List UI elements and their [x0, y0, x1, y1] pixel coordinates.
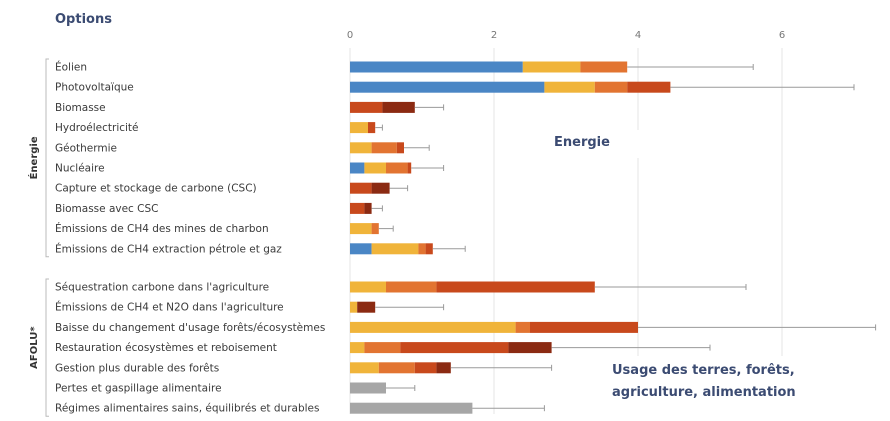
bar-segment	[386, 162, 408, 174]
group-bracket	[45, 58, 49, 258]
bar-segment	[350, 202, 365, 214]
error-bars	[371, 64, 877, 412]
category-label: Nucléaire	[55, 163, 105, 175]
bar-segment	[350, 321, 516, 333]
x-tick-label: 6	[779, 30, 785, 41]
bar-segment	[368, 122, 376, 134]
bar-segment	[382, 101, 415, 113]
bar-segment	[371, 243, 419, 255]
category-label: Émissions de CH4 extraction pétrole et g…	[55, 242, 282, 255]
group-label: AFOLU*	[29, 326, 40, 369]
bar-segment	[580, 61, 628, 73]
bar-segment	[350, 301, 358, 313]
bar-segment	[350, 182, 372, 194]
category-label: Pertes et gaspillage alimentaire	[55, 383, 222, 395]
category-label: Émissions de CH4 des mines de charbon	[55, 222, 269, 235]
bar-segment	[357, 301, 376, 313]
x-tick-label: 4	[635, 30, 641, 41]
bar-segment	[400, 342, 509, 354]
category-label: Éolien	[55, 61, 87, 74]
bar-segment	[627, 81, 671, 93]
bar-segment	[364, 162, 386, 174]
bar-segment	[350, 281, 386, 293]
bar-segment	[364, 342, 401, 354]
bars	[350, 61, 671, 414]
energy-group-box: Energie	[540, 130, 650, 158]
bar-segment	[350, 81, 545, 93]
bar-segment	[386, 281, 437, 293]
x-tick-label: 0	[347, 30, 353, 41]
bar-segment	[418, 243, 426, 255]
bar-segment	[350, 142, 372, 154]
category-label: Baisse du changement d'usage forêts/écos…	[55, 322, 325, 334]
category-label: Géothermie	[55, 142, 117, 154]
bar-segment	[544, 81, 595, 93]
bar-segment	[515, 321, 530, 333]
afolu-group-box: Usage des terres, forêts, agriculture, a…	[600, 356, 852, 416]
bar-segment	[425, 243, 433, 255]
group-labels: Énergie AFOLU*	[27, 136, 40, 369]
bar-segment	[594, 81, 628, 93]
bar-segment	[364, 202, 372, 214]
bar-segment	[350, 223, 372, 235]
bar-segment	[436, 362, 451, 374]
bar-segment	[350, 362, 379, 374]
bar-segment	[371, 142, 397, 154]
bar-segment	[350, 402, 473, 414]
x-axis-ticks: 0 2 4 6	[347, 30, 785, 41]
category-label: Séquestration carbone dans l'agriculture	[55, 282, 269, 294]
bar-segment	[371, 182, 390, 194]
group-bracket	[45, 278, 49, 417]
bar-segment	[508, 342, 552, 354]
bar-segment	[522, 61, 581, 73]
bar-segment	[350, 243, 372, 255]
afolu-group-box-label: Usage des terres, forêts, agriculture, a…	[612, 363, 796, 400]
bar-segment	[414, 362, 437, 374]
bar-segment	[396, 142, 404, 154]
bar-segment	[350, 382, 386, 394]
bar-segment	[436, 281, 595, 293]
energy-group-box-label: Energie	[554, 135, 610, 150]
category-label: Gestion plus durable des forêts	[55, 362, 219, 374]
category-label: Photovoltaïque	[55, 82, 134, 94]
bar-segment	[350, 162, 365, 174]
bar-segment	[371, 223, 379, 235]
category-label: Biomasse avec CSC	[55, 203, 159, 215]
bar-segment	[350, 101, 383, 113]
group-label: Énergie	[27, 136, 40, 179]
chart-title: Options	[55, 12, 112, 27]
bar-segment	[378, 362, 415, 374]
category-label: Émissions de CH4 et N2O dans l'agricultu…	[55, 301, 284, 314]
category-label: Régimes alimentaires sains, équilibrés e…	[55, 403, 319, 415]
group-brackets	[45, 58, 49, 417]
category-label: Hydroélectricité	[55, 122, 139, 134]
bar-segment	[350, 61, 523, 73]
category-label: Biomasse	[55, 102, 106, 114]
bar-segment	[530, 321, 638, 333]
x-tick-label: 2	[491, 30, 497, 41]
bar-segment	[350, 122, 368, 134]
category-label: Capture et stockage de carbone (CSC)	[55, 183, 257, 195]
bar-segment	[407, 162, 412, 174]
category-label: Restauration écosystèmes et reboisement	[55, 342, 277, 354]
category-labels: Éolien Photovoltaïque Biomasse Hydroélectri…	[55, 61, 325, 415]
bar-segment	[350, 342, 365, 354]
